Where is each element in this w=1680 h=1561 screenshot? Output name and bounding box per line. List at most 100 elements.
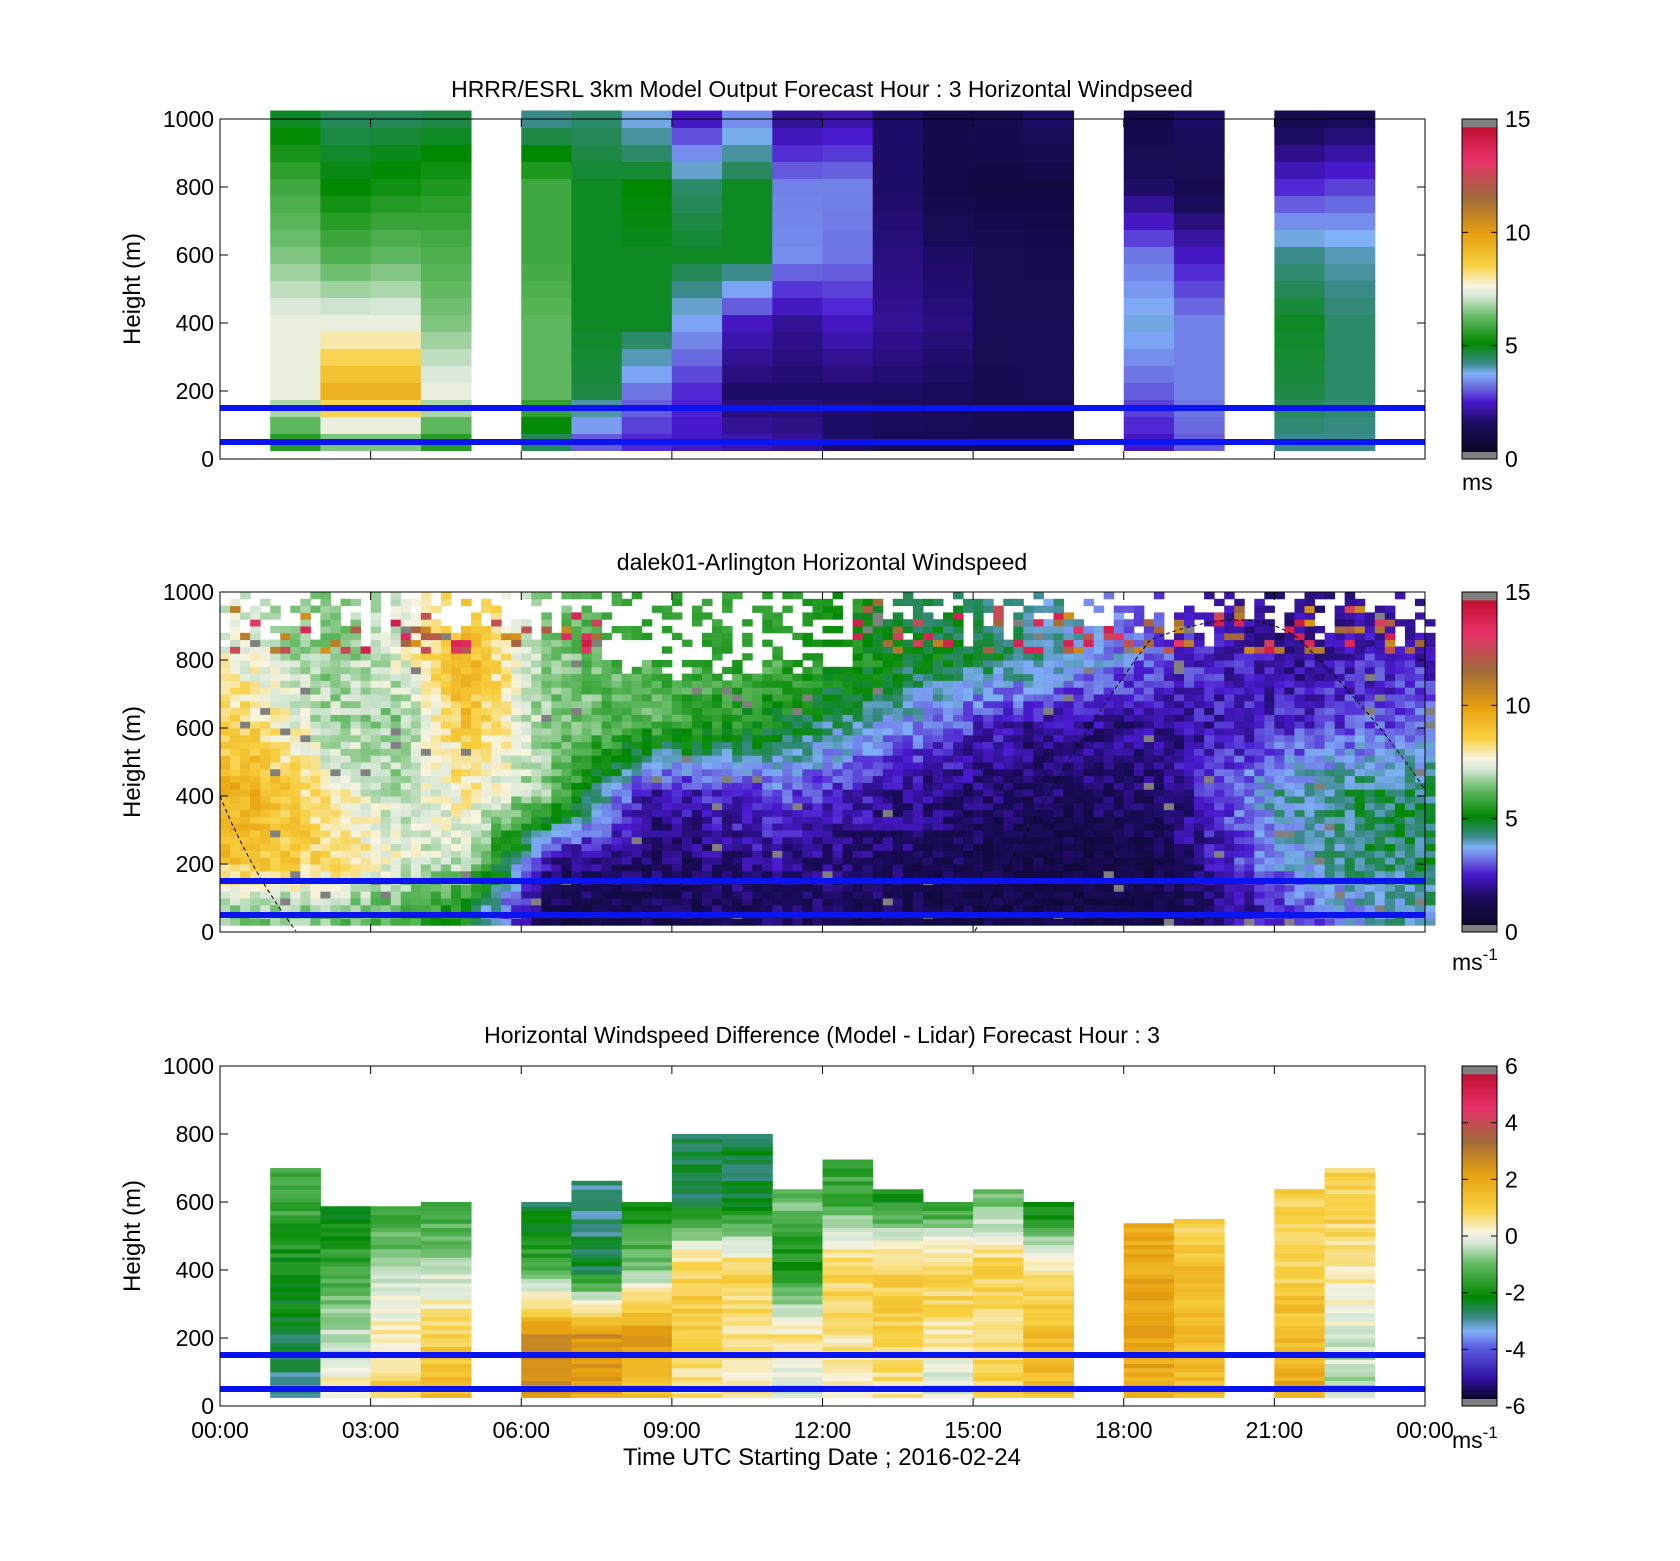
lidar-cell [822,687,834,695]
lidar-cell [420,796,432,804]
lidar-cell [1123,789,1135,797]
lidar-cell [993,850,1004,858]
lidar-cell [1173,830,1185,838]
model-cell [872,331,924,349]
lidar-cell [902,802,914,811]
lidar-cell [812,666,823,675]
lidar-cell [240,612,251,620]
lidar-cell [1023,639,1034,647]
lidar-cell [280,850,291,858]
lidar-cell [541,891,552,899]
lidar-cell [340,762,352,770]
lidar-cell [1113,626,1125,634]
lidar-cell [260,898,271,906]
lidar-cell [260,673,271,681]
lidar-cell [892,755,904,763]
lidar-cell [491,898,502,906]
lidar-cell [912,721,924,729]
lidar-cell [360,653,372,661]
lidar-cell [1224,904,1235,913]
lidar-cell [511,857,522,865]
lidar-cell [681,694,693,702]
lidar-cell [1023,700,1034,709]
lidar-cell [571,755,582,763]
lidar-cell [722,816,733,824]
lidar-cell [1143,891,1155,899]
lidar-cell [430,904,442,913]
lidar-cell [812,850,823,858]
lidar-cell [641,748,653,756]
lidar-cell [501,707,512,715]
lidar-cell [571,734,582,743]
lidar-cell [1113,660,1125,668]
lidar-cell [953,687,964,695]
lidar-cell [802,721,813,729]
lidar-cell [410,680,422,688]
model-cell [671,246,723,264]
lidar-cell [1083,734,1095,743]
lidar-cell [320,884,331,892]
lidar-cell [691,796,703,804]
lidar-cell [1153,612,1165,620]
lidar-cell [240,680,251,688]
lidar-cell [1123,904,1135,913]
lidar-cell [631,666,643,675]
lidar-cell [852,755,864,763]
lidar-cell [420,700,432,709]
lidar-cell [330,755,341,763]
lidar-cell [892,762,904,770]
lidar-cell [681,843,693,851]
lidar-cell [822,830,834,838]
lidar-cell [752,673,763,681]
lidar-cell [802,741,813,749]
lidar-cell [340,898,352,906]
colorbar-tick-label: 0 [1505,446,1518,472]
lidar-cell [722,721,733,729]
model-cell [1123,229,1175,247]
lidar-cell [742,884,753,892]
lidar-cell [310,748,321,756]
lidar-cell [852,714,864,722]
lidar-cell [440,918,452,926]
lidar-cell [330,605,341,613]
lidar-cell [792,870,803,879]
lidar-cell [471,789,482,797]
lidar-cell [370,687,382,695]
model-cell [772,144,823,162]
lidar-cell [511,646,522,654]
lidar-cell [1023,605,1034,613]
model-cell [671,144,723,162]
lidar-cell [1163,707,1175,715]
lidar-cell [270,700,281,709]
lidar-cell [1003,762,1014,770]
model-cell [671,263,723,281]
lidar-cell [842,884,854,892]
lidar-cell [300,891,311,899]
model-cell [922,127,974,145]
lidar-cell [1033,592,1044,600]
lidar-cell [892,898,904,906]
lidar-cell [400,836,412,845]
lidar-cell [1194,850,1205,858]
lidar-cell [440,755,452,763]
lidar-cell [360,762,372,770]
lidar-cell [240,782,251,790]
lidar-cell [1083,673,1095,681]
lidar-cell [250,714,261,722]
lidar-cell [973,843,984,851]
lidar-cell [621,918,633,926]
lidar-cell [1194,884,1205,892]
lidar-cell [922,891,934,899]
lidar-cell [993,694,1004,702]
lidar-cell [892,700,904,709]
lidar-cell [892,612,904,620]
lidar-cell [1053,898,1064,906]
lidar-cell [511,660,522,668]
lidar-cell [732,870,743,879]
lidar-cell [912,809,924,817]
lidar-cell [752,687,763,695]
lidar-cell [1184,802,1195,811]
lidar-cell [973,870,984,879]
lidar-cell [742,639,753,647]
lidar-cell [350,734,362,743]
